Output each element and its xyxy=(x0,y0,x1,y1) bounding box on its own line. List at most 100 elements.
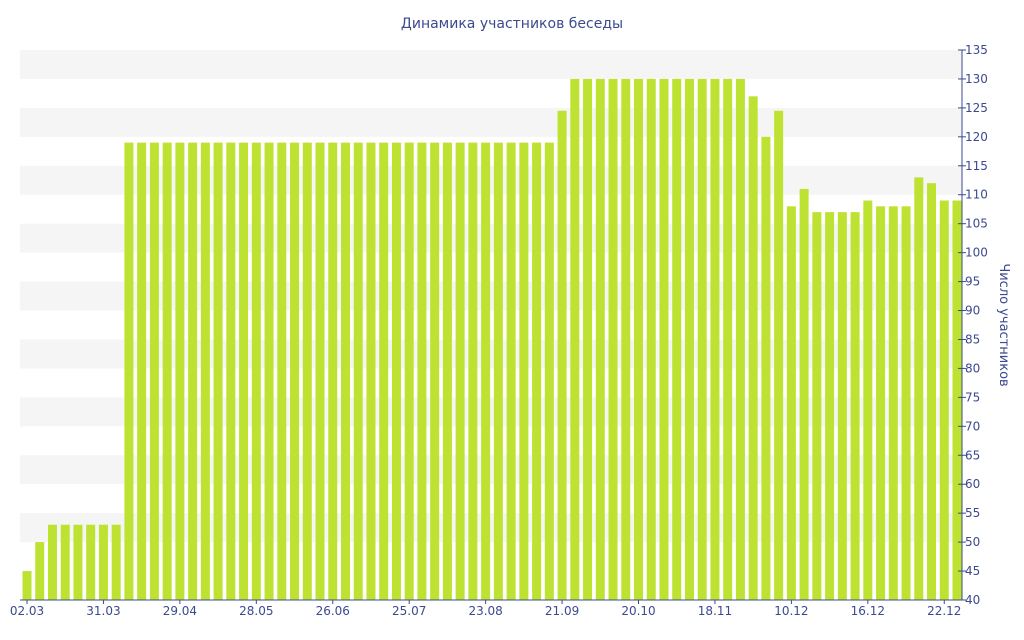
bar xyxy=(786,206,796,600)
y-tick-label: 65 xyxy=(965,448,980,462)
bar xyxy=(290,142,300,600)
grid-band xyxy=(20,165,962,195)
bar xyxy=(570,78,580,600)
bar xyxy=(646,78,656,600)
bar xyxy=(111,524,121,600)
bar xyxy=(264,142,274,600)
bar xyxy=(583,78,593,600)
y-axis-ticks: 40 45 50 55 60 65 70 75 80 85 90 95 100 105 110 115 120 1… xyxy=(958,43,988,607)
y-tick-label: 95 xyxy=(965,275,980,289)
bar xyxy=(748,96,758,600)
y-tick-label: 40 xyxy=(965,593,980,607)
bar xyxy=(379,142,389,600)
bar xyxy=(137,142,147,600)
bar xyxy=(35,542,45,600)
bar xyxy=(659,78,669,600)
bar xyxy=(684,78,694,600)
bar xyxy=(162,142,172,600)
bar xyxy=(391,142,401,600)
y-axis-label: Число участников xyxy=(996,263,1011,386)
x-tick-label: 21.09 xyxy=(545,604,579,618)
bar xyxy=(226,142,236,600)
x-tick-label: 18.11 xyxy=(698,604,732,618)
bar xyxy=(47,524,57,600)
bar xyxy=(799,188,809,600)
bar xyxy=(876,206,886,600)
grid-band xyxy=(20,107,962,137)
bar xyxy=(519,142,529,600)
x-axis-ticks: 02.03 31.03 29.04 28.05 26.06 25.07 23.08 21.09… xyxy=(10,600,961,618)
y-tick-label: 125 xyxy=(965,101,988,115)
y-tick-label: 80 xyxy=(965,361,980,375)
bar xyxy=(60,524,70,600)
x-tick-label: 29.04 xyxy=(163,604,197,618)
x-tick-label: 23.08 xyxy=(468,604,502,618)
bar xyxy=(175,142,185,600)
bar xyxy=(506,142,516,600)
bar xyxy=(366,142,376,600)
y-tick-label: 70 xyxy=(965,419,980,433)
y-tick-label: 45 xyxy=(965,564,980,578)
y-tick-label: 105 xyxy=(965,217,988,231)
bar xyxy=(532,142,542,600)
bar xyxy=(124,142,134,600)
bar xyxy=(927,183,937,600)
y-tick-label: 130 xyxy=(965,72,988,86)
bar xyxy=(455,142,465,600)
bar xyxy=(608,78,618,600)
x-tick-label: 02.03 xyxy=(10,604,44,618)
x-tick-label: 16.12 xyxy=(851,604,885,618)
bar xyxy=(850,212,860,600)
x-tick-label: 31.03 xyxy=(86,604,120,618)
bar xyxy=(837,212,847,600)
bar xyxy=(442,142,452,600)
bar xyxy=(404,142,414,600)
bar xyxy=(188,142,198,600)
x-tick-label: 10.12 xyxy=(774,604,808,618)
bar xyxy=(328,142,338,600)
y-tick-label: 55 xyxy=(965,506,980,520)
bar xyxy=(888,206,898,600)
bar xyxy=(430,142,440,600)
bar xyxy=(710,78,720,600)
grid-band xyxy=(20,50,962,79)
y-tick-label: 120 xyxy=(965,130,988,144)
bar xyxy=(493,142,503,600)
y-tick-label: 75 xyxy=(965,390,980,404)
bar xyxy=(812,212,822,600)
y-tick-label: 50 xyxy=(965,535,980,549)
y-tick-label: 90 xyxy=(965,304,980,318)
bar xyxy=(340,142,350,600)
bar xyxy=(863,200,873,601)
bar xyxy=(774,110,784,600)
x-tick-label: 20.10 xyxy=(621,604,655,618)
x-tick-label: 26.06 xyxy=(316,604,350,618)
y-tick-label: 85 xyxy=(965,332,980,346)
bar xyxy=(914,177,924,601)
bar xyxy=(239,142,249,600)
bar xyxy=(761,136,771,600)
bar xyxy=(98,524,108,600)
bar xyxy=(481,142,491,600)
bar xyxy=(735,78,745,600)
bar xyxy=(213,142,223,600)
x-tick-label: 22.12 xyxy=(927,604,961,618)
bar xyxy=(621,78,631,600)
bar xyxy=(634,78,644,600)
bars xyxy=(22,78,962,601)
bar xyxy=(73,524,83,600)
bar xyxy=(302,142,312,600)
y-tick-label: 60 xyxy=(965,477,980,491)
bar xyxy=(22,571,32,600)
bar xyxy=(672,78,682,600)
bar xyxy=(315,142,325,600)
y-tick-label: 110 xyxy=(965,188,988,202)
y-tick-label: 135 xyxy=(965,43,988,57)
bar xyxy=(825,212,835,600)
bar xyxy=(251,142,261,600)
bar xyxy=(595,78,605,600)
bar xyxy=(200,142,210,600)
bar xyxy=(939,200,949,601)
y-tick-label: 115 xyxy=(965,159,988,173)
